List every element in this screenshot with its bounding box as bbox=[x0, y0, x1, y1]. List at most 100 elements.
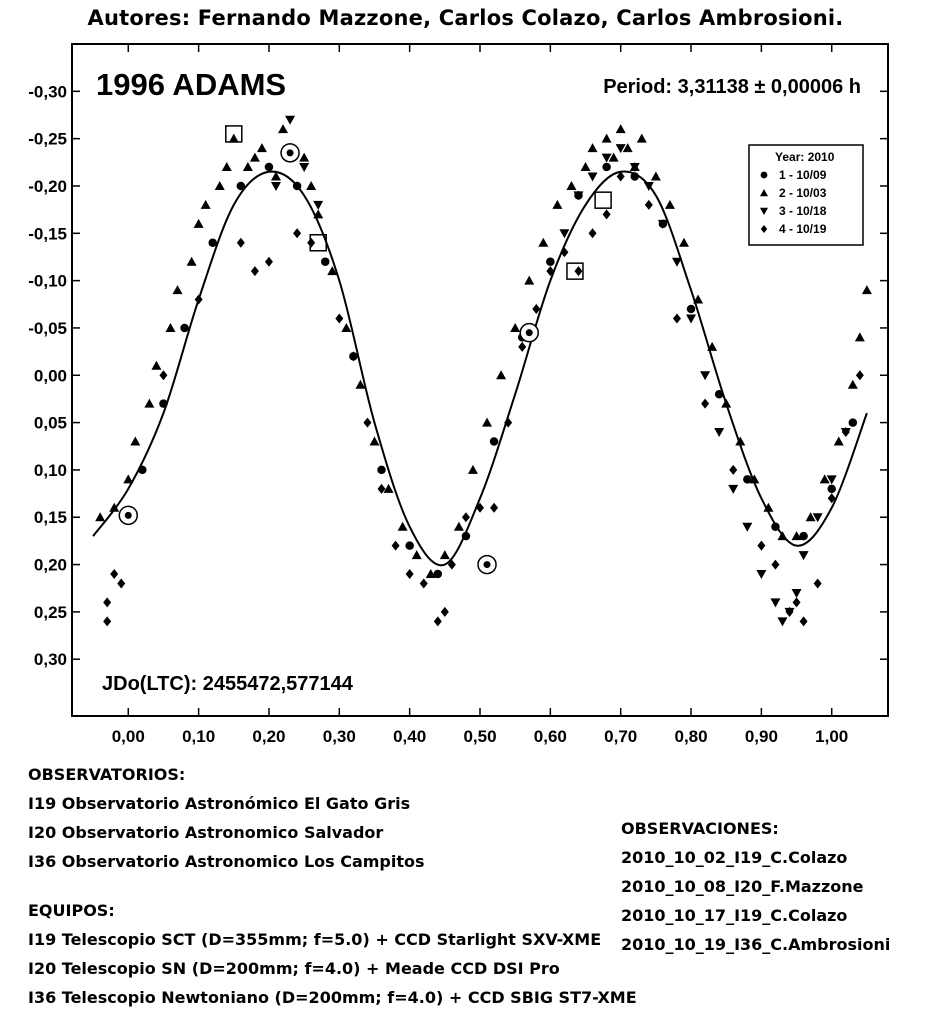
y-tick-label: 0,10 bbox=[34, 461, 67, 480]
data-point-circle bbox=[236, 181, 246, 191]
data-point-triangle-up bbox=[735, 436, 746, 446]
data-point-triangle-up bbox=[805, 512, 816, 522]
data-point-triangle-up bbox=[861, 285, 872, 295]
data-point-triangle-down bbox=[826, 475, 837, 485]
data-point-triangle-up bbox=[214, 180, 225, 190]
highlight-square bbox=[566, 262, 584, 280]
x-tick-label: 0,20 bbox=[252, 727, 285, 746]
y-tick-label: -0,05 bbox=[28, 319, 67, 338]
data-point-triangle-up bbox=[453, 521, 464, 531]
data-point-triangle-up bbox=[679, 237, 689, 247]
data-point-diamond bbox=[504, 417, 513, 428]
data-point-circle bbox=[848, 418, 858, 427]
data-point-triangle-up bbox=[95, 512, 106, 522]
data-point-diamond bbox=[616, 171, 625, 182]
data-point-triangle-up bbox=[524, 275, 535, 285]
data-point-diamond bbox=[419, 578, 428, 589]
data-point-diamond bbox=[771, 559, 780, 570]
authors-heading: Autores: Fernando Mazzone, Carlos Colazo… bbox=[87, 6, 844, 30]
data-point-triangle-down bbox=[671, 257, 682, 267]
data-point-triangle-up bbox=[109, 502, 120, 512]
data-point-diamond bbox=[377, 483, 386, 494]
data-point-triangle-up bbox=[242, 162, 253, 172]
x-tick-label: 0,50 bbox=[463, 727, 496, 746]
data-point-diamond bbox=[855, 370, 864, 381]
data-point-circle bbox=[630, 172, 640, 181]
x-tick-label: 0,90 bbox=[745, 727, 778, 746]
data-point-triangle-down bbox=[714, 428, 725, 438]
data-point-triangle-up bbox=[271, 171, 281, 181]
observacion-1: 2010_10_02_I19_C.Colazo bbox=[621, 848, 848, 867]
data-point-triangle-up bbox=[763, 502, 774, 512]
data-point-diamond bbox=[264, 256, 273, 267]
data-point-triangle-up bbox=[510, 322, 521, 332]
data-point-triangle-up bbox=[482, 417, 493, 427]
data-point-diamond bbox=[729, 464, 738, 475]
highlight-center bbox=[483, 561, 491, 569]
data-point-diamond bbox=[103, 616, 112, 627]
x-tick-label: 0,40 bbox=[393, 727, 426, 746]
data-point-diamond bbox=[194, 294, 203, 305]
data-point-circle bbox=[686, 304, 696, 314]
data-point-triangle-up bbox=[777, 531, 788, 541]
x-tick-label: 0,70 bbox=[604, 727, 637, 746]
y-tick-label: -0,10 bbox=[28, 272, 67, 291]
x-tick-label: 1,00 bbox=[815, 727, 848, 746]
y-tick-label: -0,25 bbox=[28, 130, 67, 149]
data-point-diamond bbox=[792, 597, 801, 608]
data-point-triangle-down bbox=[643, 181, 654, 191]
data-point-diamond bbox=[391, 540, 400, 551]
data-point-triangle-up bbox=[313, 209, 324, 219]
data-point-triangle-up bbox=[650, 171, 661, 181]
data-point-diamond bbox=[433, 616, 442, 627]
data-point-triangle-up bbox=[144, 398, 155, 408]
data-point-triangle-up bbox=[854, 332, 865, 342]
data-point-triangle-up bbox=[228, 133, 239, 143]
observatorio-i36: I36 Observatorio Astronomico Los Campito… bbox=[28, 852, 425, 871]
data-point-diamond bbox=[518, 341, 527, 352]
data-point-triangle-up bbox=[566, 180, 577, 190]
data-point-diamond bbox=[813, 578, 822, 589]
data-point-diamond bbox=[560, 247, 569, 258]
highlight-square bbox=[594, 191, 612, 209]
jd-label: JDo(LTC): 2455472,577144 bbox=[102, 673, 354, 695]
data-point-triangle-up bbox=[397, 521, 408, 531]
data-point-triangle-up bbox=[130, 436, 141, 446]
fit-curve bbox=[92, 170, 868, 567]
data-point-triangle-up bbox=[552, 199, 563, 209]
x-tick-label: 0,80 bbox=[674, 727, 707, 746]
highlight-square bbox=[225, 125, 243, 143]
data-point-diamond bbox=[335, 313, 344, 324]
observaciones-title: OBSERVACIONES: bbox=[621, 819, 779, 838]
y-tick-label: -0,30 bbox=[28, 82, 67, 101]
data-point-triangle-up bbox=[664, 199, 675, 209]
data-point-circle bbox=[714, 389, 724, 399]
data-point-triangle-up bbox=[425, 569, 436, 579]
data-point-triangle-up bbox=[749, 474, 760, 484]
data-point-diamond bbox=[405, 569, 414, 580]
data-point-triangle-down bbox=[629, 163, 640, 173]
data-point-triangle-up bbox=[608, 152, 619, 162]
legend-label-2: 2 - 10/03 bbox=[779, 186, 827, 200]
observacion-4: 2010_10_19_I36_C.Ambrosioni bbox=[621, 935, 891, 954]
data-point-circle bbox=[405, 541, 414, 550]
data-point-diamond bbox=[490, 502, 499, 513]
data-point-triangle-down bbox=[700, 371, 711, 381]
data-point-triangle-up bbox=[299, 152, 310, 162]
y-tick-label: 0,20 bbox=[34, 556, 67, 575]
data-point-triangle-down bbox=[271, 181, 281, 191]
data-point-triangle-up bbox=[186, 256, 197, 266]
data-point-diamond bbox=[827, 493, 836, 504]
data-point-diamond bbox=[110, 569, 119, 580]
data-point-triangle-up bbox=[636, 133, 647, 143]
data-point-circle bbox=[743, 475, 752, 484]
observatorio-i19: I19 Observatorio Astronómico El Gato Gri… bbox=[28, 794, 411, 813]
data-point-triangle-up bbox=[847, 379, 858, 389]
data-point-diamond bbox=[799, 616, 808, 627]
data-point-diamond bbox=[574, 266, 583, 277]
data-point-triangle-down bbox=[686, 314, 697, 324]
legend: Year: 2010 1 - 10/09 2 - 10/03 3 - 10/18… bbox=[748, 144, 864, 246]
data-point-circle bbox=[799, 531, 808, 541]
data-point-triangle-down bbox=[798, 551, 809, 561]
data-point-circle bbox=[461, 531, 471, 541]
